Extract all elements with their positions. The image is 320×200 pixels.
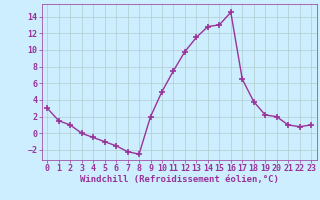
X-axis label: Windchill (Refroidissement éolien,°C): Windchill (Refroidissement éolien,°C) xyxy=(80,175,279,184)
